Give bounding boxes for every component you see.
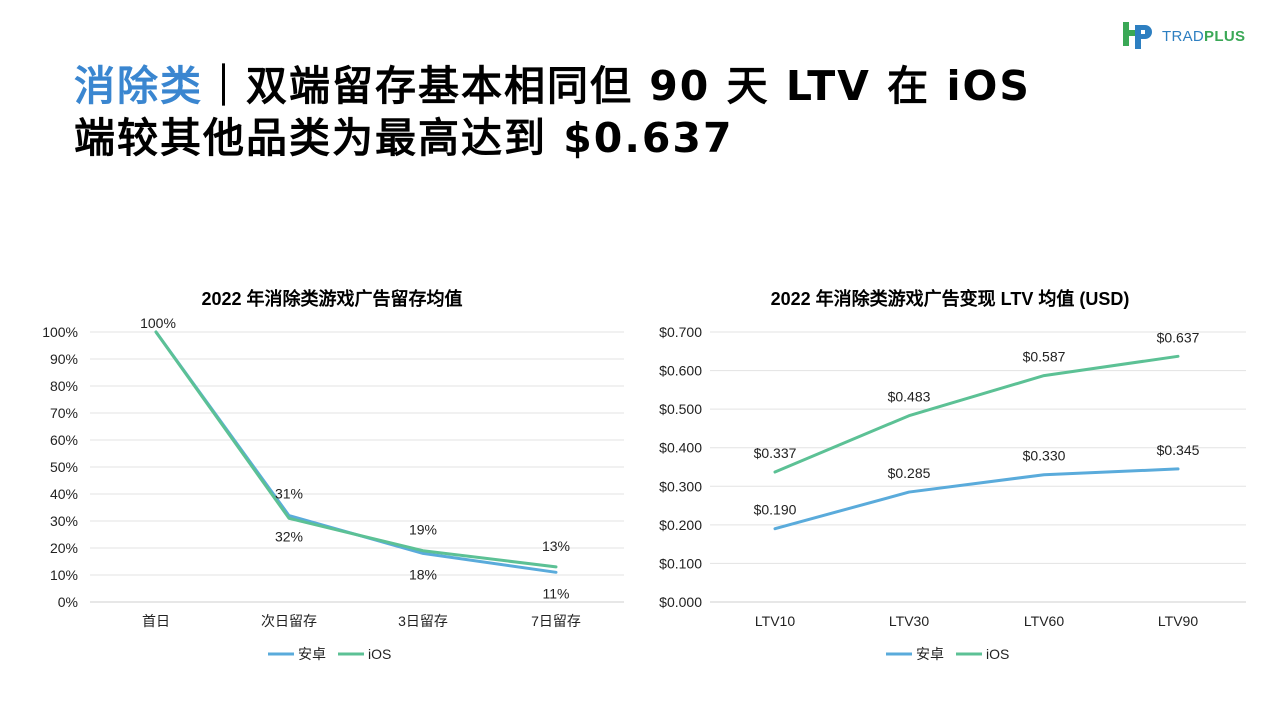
ltv-chart: 2022 年消除类游戏广告变现 LTV 均值 (USD) $0.000 $0.100… [640, 278, 1280, 678]
retention-chart: 2022 年消除类游戏广告留存均值 0% 10% 20% 30% 40% 50% 60% 70%… [0, 278, 640, 678]
legend-label: iOS [986, 646, 1009, 662]
y-tick-label: 50% [50, 459, 78, 475]
data-label: $0.587 [1023, 349, 1066, 365]
data-label: $0.285 [888, 465, 931, 481]
y-tick-label: 70% [50, 405, 78, 421]
chart-title: 2022 年消除类游戏广告留存均值 [201, 288, 462, 309]
ltv-chart-svg: 2022 年消除类游戏广告变现 LTV 均值 (USD) $0.000 $0.100… [659, 288, 1246, 662]
legend-label: 安卓 [916, 646, 944, 662]
data-label: $0.483 [888, 389, 931, 405]
retention-chart-svg: 2022 年消除类游戏广告留存均值 0% 10% 20% 30% 40% 50% 60% 70%… [42, 288, 624, 662]
legend-label: iOS [368, 646, 391, 662]
x-tick-label: 次日留存 [261, 613, 317, 629]
series-line-android [773, 467, 1180, 531]
chart-legend: 安卓 iOS [886, 646, 1009, 662]
data-label: $0.345 [1157, 442, 1200, 458]
y-tick-label: $0.300 [659, 478, 702, 494]
y-tick-label: $0.000 [659, 594, 702, 610]
legend-label: 安卓 [298, 646, 326, 662]
tradplus-logo-icon [1123, 22, 1152, 49]
y-tick-label: 80% [50, 378, 78, 394]
data-label: 19% [409, 522, 437, 538]
y-tick-label: $0.400 [659, 440, 702, 456]
x-tick-label: LTV60 [1024, 613, 1064, 629]
y-tick-label: 10% [50, 567, 78, 583]
page-title: 消除类｜双端留存基本相同但 90 天 LTV 在 iOS 端较其他品类为最高达到… [74, 60, 1074, 164]
y-tick-label: 60% [50, 432, 78, 448]
data-label: $0.190 [754, 502, 797, 518]
data-label: $0.637 [1157, 329, 1200, 345]
x-tick-label: LTV10 [755, 613, 795, 629]
data-label: 13% [542, 538, 570, 554]
data-label: $0.330 [1023, 448, 1066, 464]
y-tick-label: 30% [50, 513, 78, 529]
logo-text: TRADPLUS [1162, 27, 1246, 45]
y-tick-label: $0.700 [659, 324, 702, 340]
data-label: 31% [275, 485, 303, 501]
x-tick-label: 首日 [142, 613, 170, 629]
x-tick-label: LTV30 [889, 613, 929, 629]
title-accent: 消除类 [74, 62, 203, 110]
chart-title: 2022 年消除类游戏广告变现 LTV 均值 (USD) [771, 288, 1130, 309]
y-tick-label: $0.600 [659, 363, 702, 379]
data-label: 11% [543, 585, 570, 601]
series-line-ios [773, 354, 1180, 474]
y-tick-label: 40% [50, 486, 78, 502]
data-label: 18% [409, 566, 437, 582]
y-tick-label: 20% [50, 540, 78, 556]
y-tick-label: $0.500 [659, 401, 702, 417]
y-tick-label: $0.100 [659, 555, 702, 571]
data-label: 100% [140, 315, 176, 331]
y-tick-label: 90% [50, 351, 78, 367]
data-label: $0.337 [754, 445, 797, 461]
x-tick-label: 7日留存 [531, 613, 581, 629]
brand-logo: TRADPLUS [1120, 16, 1245, 56]
chart-legend: 安卓 iOS [268, 646, 391, 662]
series-line-ios [154, 330, 558, 569]
x-tick-label: LTV90 [1158, 613, 1198, 629]
data-label: 32% [275, 529, 303, 545]
y-tick-label: 100% [42, 324, 78, 340]
x-tick-label: 3日留存 [398, 613, 448, 629]
y-tick-label: 0% [58, 594, 78, 610]
series-line-android [154, 330, 558, 574]
y-tick-label: $0.200 [659, 517, 702, 533]
title-rest: ｜双端留存基本相同但 90 天 LTV 在 iOS 端较其他品类为最高达到 $0… [74, 62, 1031, 162]
